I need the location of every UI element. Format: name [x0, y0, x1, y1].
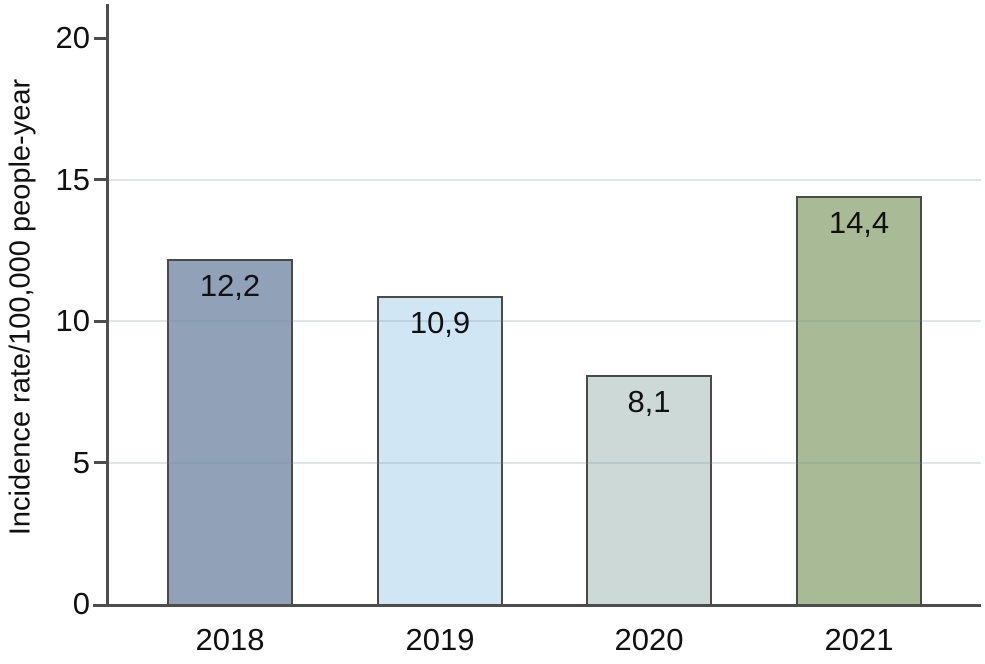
x-tick-label-2019: 2019 [405, 622, 475, 657]
y-tick-mark [94, 36, 106, 40]
y-tick-label: 20 [55, 20, 90, 55]
bar-value-label-2021: 14,4 [828, 205, 890, 241]
x-axis-line [93, 604, 981, 607]
gridline-5 [109, 461, 981, 464]
y-tick-label: 15 [55, 161, 90, 197]
y-tick-mark [94, 319, 106, 323]
bar-2019 [377, 295, 503, 607]
bar-2018 [167, 258, 293, 607]
x-tick-label-2020: 2020 [614, 622, 684, 657]
bar-value-label-2018: 12,2 [199, 267, 261, 303]
gridline-10 [109, 320, 981, 322]
x-tick-label-2018: 2018 [195, 622, 265, 657]
y-tick-label: 10 [55, 303, 90, 338]
bar-2021 [796, 196, 922, 607]
bar-value-label-2020: 8,1 [627, 383, 671, 419]
x-tick-label-2021: 2021 [824, 622, 894, 657]
gridline-15 [109, 178, 981, 181]
y-axis-line [106, 4, 109, 607]
y-tick-mark [94, 461, 106, 464]
y-tick-mark [94, 178, 106, 181]
bar-value-label-2019: 10,9 [409, 304, 471, 340]
y-tick-label: 0 [72, 586, 90, 621]
bar-2020 [586, 374, 712, 607]
y-tick-label: 5 [72, 444, 90, 480]
